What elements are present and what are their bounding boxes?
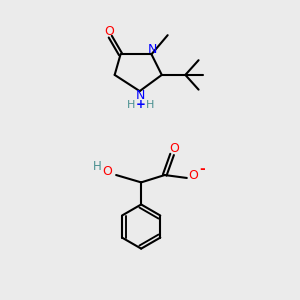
- Text: O: O: [188, 169, 198, 182]
- Text: H: H: [127, 100, 136, 110]
- Text: O: O: [169, 142, 179, 155]
- Text: +: +: [136, 98, 146, 111]
- Text: O: O: [102, 165, 112, 178]
- Text: N: N: [147, 43, 157, 56]
- Text: -: -: [199, 162, 205, 176]
- Text: H: H: [146, 100, 154, 110]
- Text: O: O: [104, 25, 114, 38]
- Text: N: N: [136, 89, 145, 102]
- Text: H: H: [93, 160, 101, 173]
